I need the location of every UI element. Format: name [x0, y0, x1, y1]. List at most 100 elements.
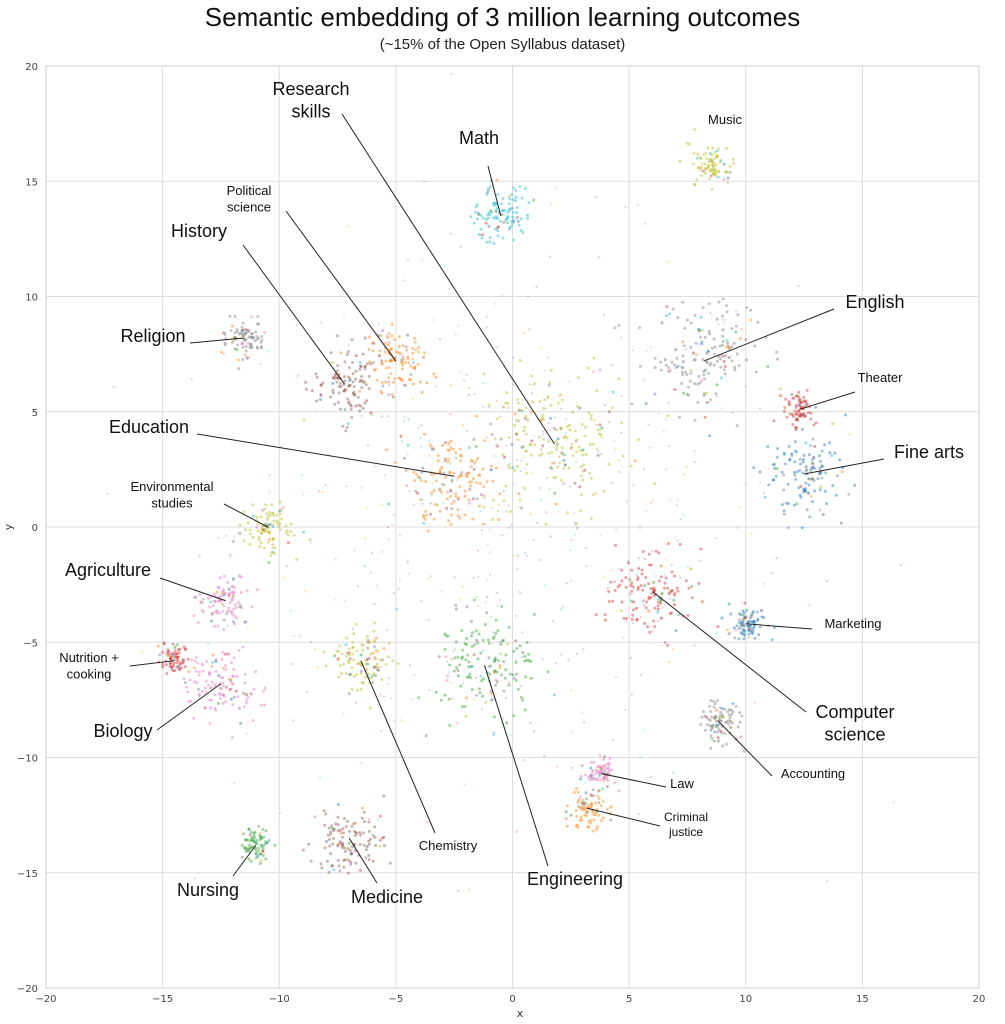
point: [218, 576, 222, 580]
point: [790, 454, 794, 458]
point: [607, 462, 611, 466]
point: [575, 652, 579, 655]
point: [352, 632, 356, 636]
point: [244, 344, 248, 348]
point: [246, 356, 250, 360]
point: [697, 329, 701, 333]
point: [664, 576, 668, 580]
point: [710, 159, 714, 163]
point: [383, 473, 387, 477]
point: [459, 454, 463, 458]
point: [221, 651, 225, 655]
point: [597, 769, 601, 773]
point: [539, 417, 543, 421]
point: [656, 604, 660, 608]
point: [454, 451, 458, 455]
point: [244, 349, 248, 353]
point: [465, 675, 469, 679]
point: [668, 312, 672, 316]
point: [706, 166, 710, 170]
point: [246, 341, 250, 345]
point: [743, 633, 747, 637]
point: [637, 812, 641, 816]
point: [421, 466, 425, 470]
point: [436, 454, 440, 458]
point: [430, 493, 433, 497]
point: [176, 659, 180, 663]
point: [481, 694, 485, 698]
point: [507, 406, 510, 410]
point: [189, 699, 193, 703]
cluster-label: Research skills: [272, 79, 349, 122]
point: [667, 401, 670, 404]
point: [334, 598, 337, 601]
point: [605, 785, 609, 789]
point: [251, 336, 255, 340]
point: [819, 460, 823, 464]
point: [506, 463, 510, 467]
point: [840, 470, 844, 474]
point: [515, 206, 519, 210]
point: [332, 829, 336, 833]
point: [367, 858, 371, 862]
point: [816, 477, 820, 481]
point: [220, 594, 224, 598]
point: [351, 640, 355, 644]
point: [496, 346, 499, 349]
point: [847, 492, 851, 496]
point: [589, 414, 593, 418]
point: [710, 346, 714, 350]
point: [715, 708, 719, 712]
point: [617, 323, 621, 327]
point: [805, 468, 809, 472]
point: [719, 706, 723, 710]
point: [584, 452, 588, 456]
point: [714, 173, 718, 177]
point: [584, 810, 588, 814]
point: [811, 462, 815, 466]
point: [442, 501, 445, 504]
point: [710, 160, 714, 164]
point: [672, 598, 676, 602]
point: [557, 455, 561, 458]
point: [704, 715, 708, 719]
point: [793, 426, 797, 430]
point: [720, 407, 724, 410]
point: [165, 652, 169, 656]
point: [746, 624, 750, 628]
point: [343, 388, 347, 392]
point: [659, 564, 663, 568]
point: [771, 463, 775, 467]
point: [692, 183, 696, 187]
point: [496, 604, 499, 607]
point: [343, 360, 347, 364]
point: [705, 360, 709, 364]
point: [467, 446, 471, 450]
point: [725, 628, 729, 632]
point: [725, 310, 729, 314]
point: [680, 370, 684, 374]
point: [477, 632, 481, 636]
point: [585, 565, 588, 568]
point: [261, 689, 265, 693]
point: [685, 392, 689, 396]
point: [724, 147, 728, 151]
point: [609, 818, 613, 822]
point: [804, 481, 808, 485]
point: [708, 398, 712, 402]
point: [730, 721, 734, 725]
point: [602, 777, 606, 781]
point: [392, 513, 396, 517]
point: [388, 656, 392, 659]
point: [722, 321, 725, 324]
point: [608, 757, 612, 761]
point: [770, 571, 773, 575]
point: [319, 383, 323, 387]
point: [530, 439, 534, 443]
point: [373, 621, 377, 625]
point: [657, 597, 661, 601]
point: [744, 615, 748, 619]
point: [696, 152, 700, 156]
point: [810, 461, 814, 465]
point: [478, 691, 482, 695]
